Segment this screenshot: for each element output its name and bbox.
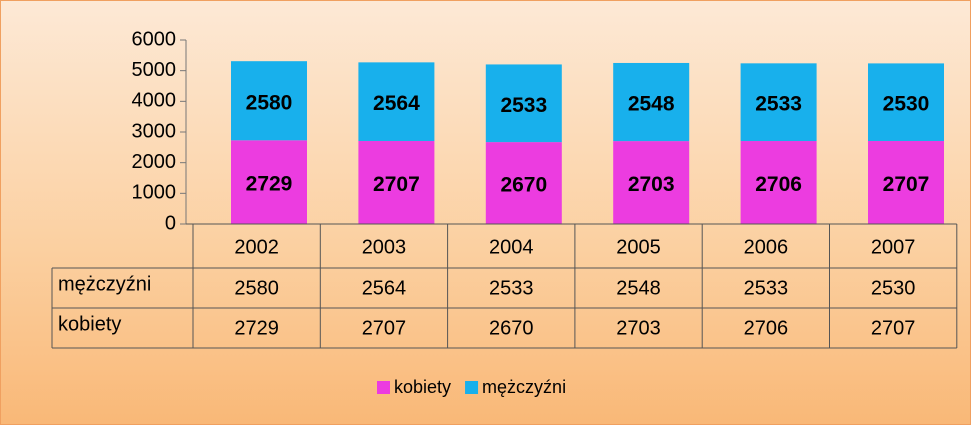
bar-segment <box>868 63 944 141</box>
data-label: 2707 <box>883 173 930 196</box>
table-cell: 2706 <box>744 317 789 339</box>
table-cell: 2670 <box>489 317 534 339</box>
y-tick-label: 5000 <box>132 59 177 81</box>
bar-segment <box>231 140 307 224</box>
y-tick-label: 1000 <box>132 182 177 204</box>
data-label: 2530 <box>883 93 930 116</box>
legend-label: mężczyźni <box>482 377 566 397</box>
bar-segment <box>613 141 690 224</box>
bar-segment <box>231 61 307 141</box>
x-tick-label: 2004 <box>489 236 534 258</box>
data-label: 2533 <box>755 93 802 116</box>
bar-segment <box>613 62 690 142</box>
bar-segment <box>740 63 817 142</box>
bar-segment <box>740 141 817 224</box>
table-cell: 2707 <box>362 317 407 339</box>
data-label: 2548 <box>628 93 675 116</box>
bar-segment <box>358 62 435 141</box>
y-tick-label: 2000 <box>132 151 177 173</box>
table-cell: 2703 <box>616 317 661 339</box>
y-tick-label: 0 <box>165 212 176 234</box>
bar-segment <box>485 142 562 224</box>
table-row-header: mężczyźni <box>58 273 151 295</box>
bar-segment <box>358 140 435 224</box>
data-label: 2706 <box>755 173 802 196</box>
legend-label: kobiety <box>394 377 451 397</box>
table-cell: 2530 <box>871 277 916 299</box>
data-label: 2670 <box>500 174 547 197</box>
y-tick-label: 3000 <box>132 120 177 142</box>
table-cell: 2533 <box>489 277 534 299</box>
table-cell: 2564 <box>362 277 407 299</box>
x-tick-label: 2007 <box>871 236 916 258</box>
bar-segment <box>868 140 944 224</box>
legend-swatch <box>465 381 479 394</box>
x-tick-label: 2003 <box>362 236 407 258</box>
data-label: 2707 <box>373 173 420 196</box>
x-tick-label: 2006 <box>744 236 789 258</box>
data-label: 2580 <box>246 91 293 114</box>
table-cell: 2729 <box>234 317 279 339</box>
table-row-header: kobiety <box>58 313 121 335</box>
table-cell: 2580 <box>234 277 279 299</box>
data-label: 2729 <box>246 173 293 196</box>
table-cell: 2548 <box>616 277 661 299</box>
table-cell: 2707 <box>871 317 916 339</box>
data-label: 2533 <box>500 94 547 117</box>
data-label: 2564 <box>373 92 420 115</box>
bar-segment <box>485 64 562 143</box>
x-tick-label: 2005 <box>616 236 661 258</box>
y-tick-label: 4000 <box>132 90 177 112</box>
y-tick-label: 6000 <box>132 28 177 50</box>
table-cell: 2533 <box>744 277 789 299</box>
x-tick-label: 2002 <box>234 236 279 258</box>
data-label: 2703 <box>628 173 675 196</box>
legend-swatch <box>377 381 390 394</box>
